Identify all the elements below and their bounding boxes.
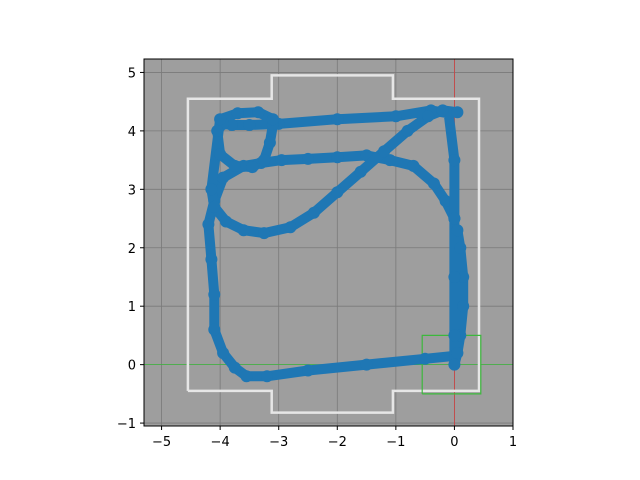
y-tick-label: −1	[117, 417, 136, 432]
x-tick-label: 1	[509, 435, 517, 450]
trajectory-point	[378, 145, 391, 158]
trajectory-point	[331, 151, 344, 164]
boundary-outline	[186, 74, 481, 414]
trajectory-point	[217, 171, 230, 184]
tick-labels: −5 −4 −3 −2 −1 0 1 −1 0 1 2 3 4 5	[117, 66, 517, 450]
trajectory-point	[448, 271, 461, 283]
x-tick-label: −2	[328, 435, 347, 450]
trajectory-point	[228, 159, 241, 172]
trajectory-point	[205, 183, 218, 196]
y-tick-label: 2	[128, 242, 136, 257]
trajectory-point	[302, 152, 314, 165]
trajectory-point	[427, 177, 440, 190]
trajectory-point	[240, 370, 253, 383]
plot-frame	[143, 58, 514, 427]
trajectory-point	[448, 329, 461, 342]
trajectory-point	[457, 300, 470, 313]
trajectory-point	[214, 148, 227, 161]
trajectory-point	[225, 119, 238, 131]
trajectory-point	[407, 159, 420, 172]
trajectory-point	[448, 358, 461, 371]
trajectory-point	[419, 352, 432, 365]
trajectory-point	[436, 104, 449, 117]
trajectory-point	[237, 224, 250, 237]
trajectory-point	[354, 165, 367, 178]
y-tick-label: 3	[128, 183, 136, 198]
trajectory-point	[211, 124, 224, 137]
trajectory-point	[360, 358, 373, 371]
y-tick-label: 0	[128, 359, 136, 374]
trajectory-point	[261, 370, 273, 383]
trajectory-point	[217, 347, 230, 359]
trajectory-series	[205, 104, 470, 371]
trajectory-point	[451, 106, 464, 119]
trajectory-point	[258, 227, 271, 240]
y-tick-label: 4	[128, 125, 136, 140]
y-tick-label: 1	[128, 300, 136, 315]
trajectory-point	[266, 113, 279, 126]
trajectory-point	[228, 361, 241, 374]
trajectory-point	[451, 224, 464, 237]
x-tick-label: −1	[386, 435, 405, 450]
trajectory-point	[422, 110, 435, 123]
trajectory-point	[258, 154, 271, 167]
trajectory-point	[302, 364, 314, 377]
trajectory-point	[202, 218, 215, 231]
trajectory-point	[231, 107, 244, 120]
trajectory-point	[284, 221, 297, 234]
x-tick-label: −4	[211, 435, 230, 450]
trajectory-point	[307, 206, 320, 219]
trajectory-point	[220, 215, 232, 228]
trajectory-point	[214, 113, 227, 126]
trajectory-point	[389, 110, 402, 123]
trajectory-point	[401, 124, 414, 137]
trajectory-point	[208, 288, 221, 301]
trajectory-point	[275, 154, 288, 167]
trajectory-point	[448, 154, 461, 167]
trajectory-point	[448, 212, 461, 225]
y-tick-label: 5	[128, 66, 136, 81]
x-tick-label: −5	[152, 435, 171, 450]
trajectory-point	[384, 154, 396, 167]
trajectory-point	[252, 106, 265, 119]
trajectory-point	[457, 271, 470, 283]
trajectory-point	[208, 323, 221, 336]
trajectory-point	[263, 136, 276, 149]
trajectory-point	[205, 253, 218, 266]
x-tick-label: 0	[450, 435, 458, 450]
trajectory-point	[246, 161, 259, 174]
trajectory-point	[208, 200, 221, 213]
trajectory-point	[243, 119, 256, 131]
x-tick-label: −3	[269, 435, 288, 450]
trajectory-point	[331, 186, 344, 199]
trajectory-point	[331, 113, 344, 126]
trajectory-point	[451, 347, 464, 359]
trajectory-point	[454, 241, 467, 254]
plot-area	[143, 58, 514, 427]
trajectory-point	[439, 195, 452, 207]
